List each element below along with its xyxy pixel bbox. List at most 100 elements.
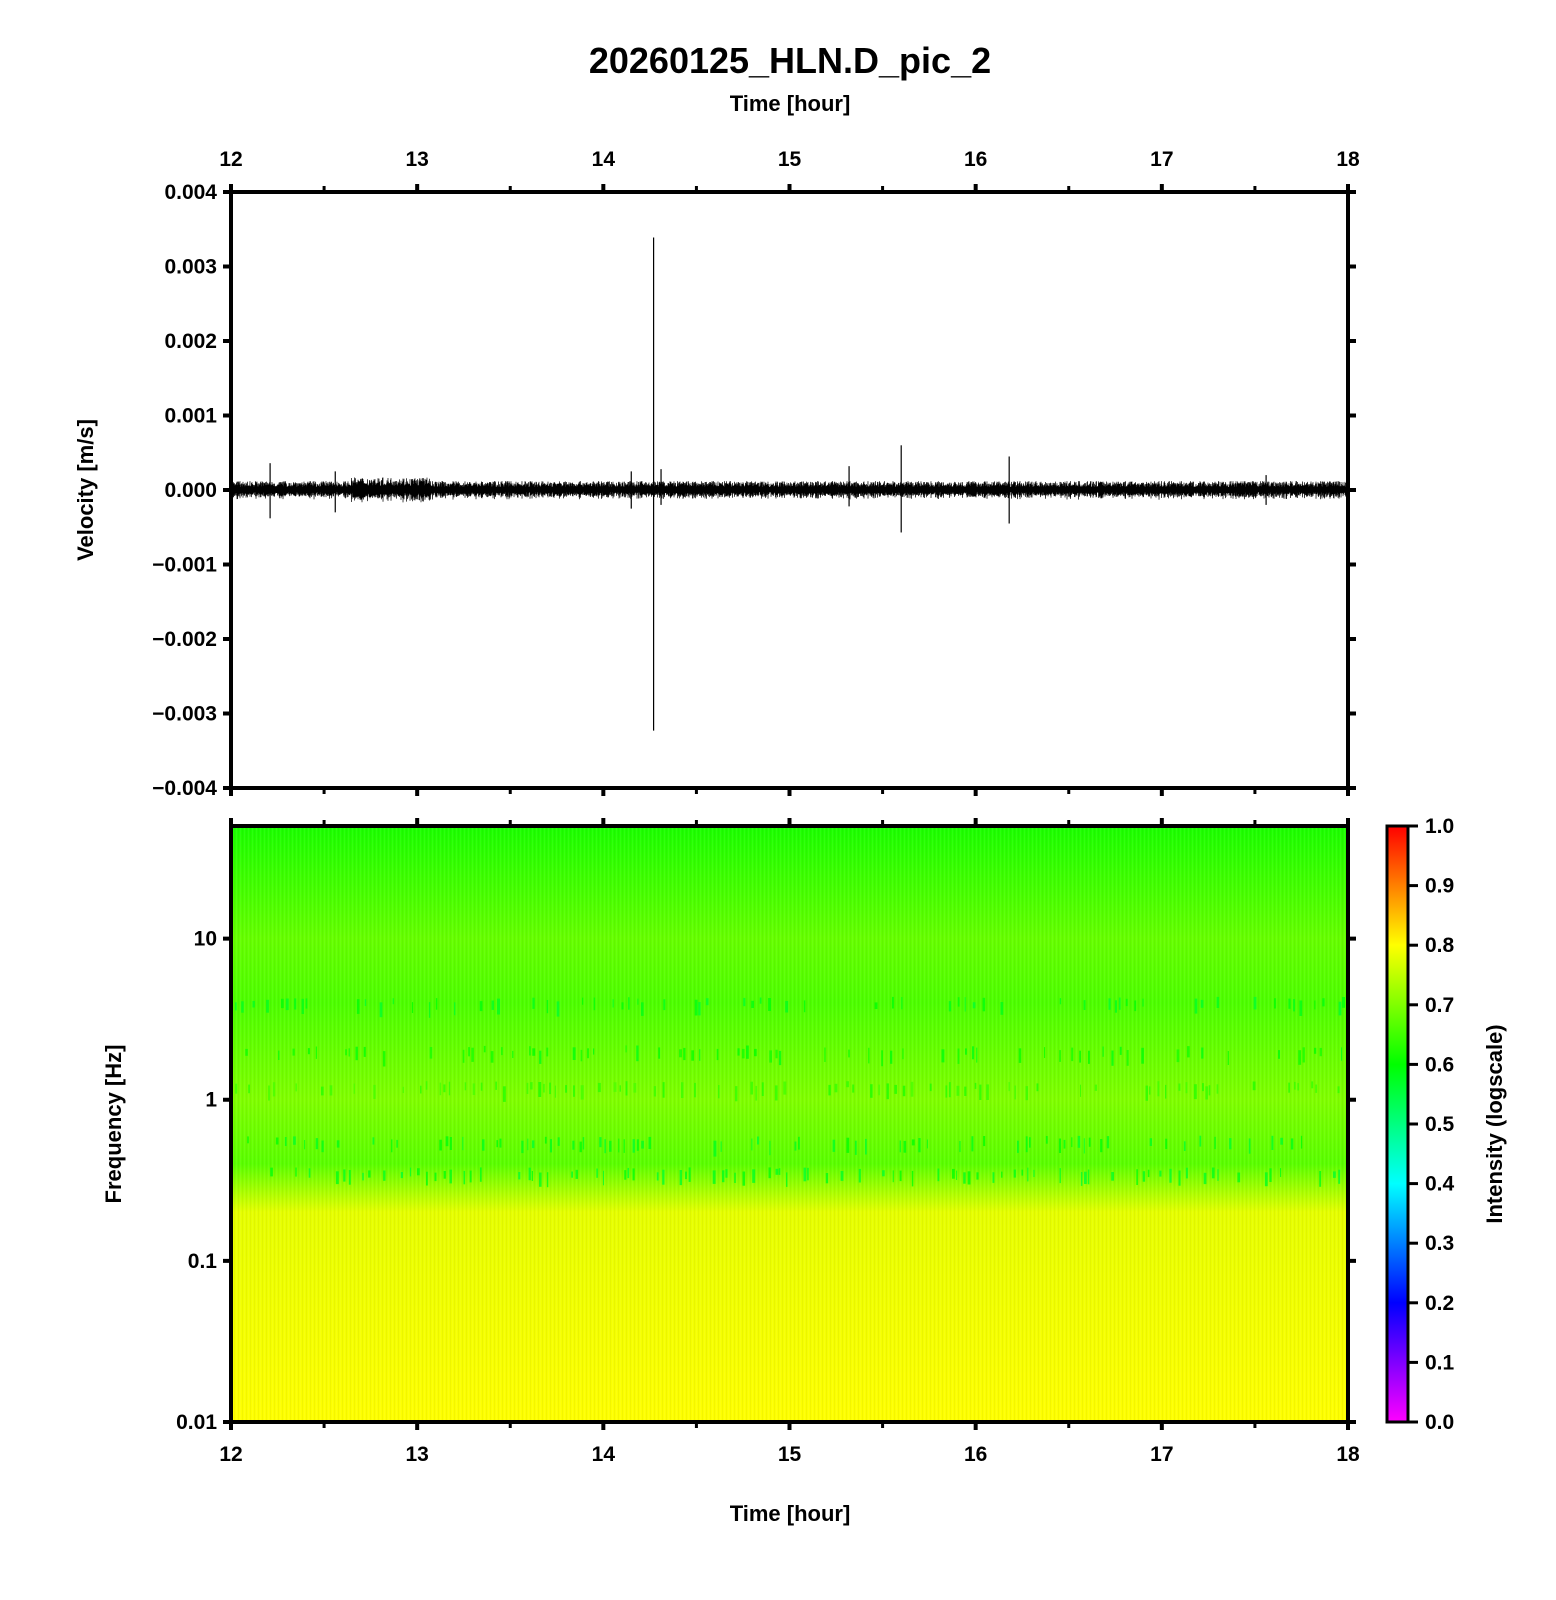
spectrogram-speckle (439, 1139, 442, 1151)
spectrogram-speckle (443, 1084, 446, 1093)
bottom-x-tick-label: 13 (405, 1443, 428, 1466)
spectrogram-speckle (624, 1170, 627, 1180)
spectrogram-speckle (464, 1082, 467, 1091)
spectrogram-speckle (496, 1140, 498, 1148)
spectrogram-speckle (501, 1047, 503, 1056)
spectrogram-speckle (899, 1140, 901, 1153)
spectrogram-speckle (982, 997, 986, 1012)
spectrogram-speckle (1080, 1084, 1081, 1097)
spectrogram-speckle (803, 1167, 807, 1182)
spectrogram-speckle (926, 1139, 928, 1149)
spectrogram-speckle (434, 1172, 437, 1182)
spectrogram-speckle (663, 999, 666, 1011)
top-x-tick-label: 12 (219, 148, 242, 171)
spectrogram-speckle (1280, 1137, 1283, 1145)
top-x-tick-label: 13 (405, 148, 428, 171)
spectrogram-speckle (426, 1171, 428, 1186)
spectrogram-speckle (1274, 998, 1276, 1009)
colorbar-tick-label: 1.0 (1425, 815, 1454, 838)
spectrogram-speckle (609, 1140, 612, 1152)
bottom-x-ticks: 12 13 14 15 16 17 18 (219, 818, 1360, 1466)
spectrogram-speckle (1216, 1084, 1219, 1094)
spectrogram-speckle (1208, 1085, 1211, 1096)
spectrogram-speckle (832, 1139, 836, 1152)
spectrogram-speckle (1294, 1081, 1296, 1090)
spectrogram-speckle (899, 1170, 902, 1182)
spectrogram-speckle (482, 1139, 485, 1151)
spectrogram-speckle (1001, 1171, 1003, 1178)
spectrogram-speckle (305, 998, 308, 1009)
spectrogram-speckle (865, 1138, 867, 1155)
spectrogram-speckle (425, 1081, 428, 1090)
spectrogram-speckle (345, 1049, 347, 1056)
velocity-y-tick-label: −0.004 (152, 777, 217, 800)
colorbar: 1.0 0.9 0.8 0.7 0.6 0.5 0.4 0.3 0.2 0.1 0.0 Intens… (1385, 815, 1507, 1434)
top-x-ticks: 12 13 14 15 16 17 18 (219, 148, 1360, 796)
spectrogram-speckle (596, 1168, 598, 1178)
spectrogram-speckle (1253, 996, 1257, 1010)
spectrogram-speckle (1045, 1136, 1048, 1144)
frequency-y-tick-label: 0.1 (188, 1250, 218, 1273)
spectrogram-speckle (1036, 1083, 1039, 1092)
spectrogram-speckle (963, 1172, 966, 1184)
spectrogram-speckle (834, 1083, 838, 1093)
spectrogram-speckle (448, 1081, 451, 1096)
spectrogram-speckle (870, 1084, 873, 1098)
spectrogram-speckle (396, 1139, 398, 1148)
spectrogram-speckle (1237, 1172, 1241, 1183)
spectrogram-speckle (1302, 1047, 1305, 1063)
spectrogram-speckle (901, 997, 903, 1010)
spectrogram-speckle (785, 1001, 789, 1013)
spectrogram-speckle (1029, 1137, 1031, 1148)
spectrogram-speckle (546, 1172, 549, 1188)
spectrogram-speckle (439, 1082, 442, 1096)
spectrogram-speckle (336, 1140, 340, 1148)
spectrogram-speckle (1300, 1135, 1303, 1149)
spectrogram-speckle (619, 1085, 621, 1092)
spectrogram-speckle (752, 1169, 756, 1183)
velocity-y-tick-label: 0.002 (164, 330, 217, 353)
spectrogram-speckle (653, 1086, 656, 1097)
spectrogram-speckle (1205, 1086, 1208, 1100)
spectrogram-speckle (348, 1170, 351, 1185)
spectrogram-speckle (417, 1168, 420, 1176)
colorbar-tick-label: 0.6 (1425, 1053, 1454, 1076)
colorbar-tick-label: 0.8 (1425, 934, 1455, 957)
colorbar-tick-label: 0.3 (1425, 1232, 1454, 1255)
spectrogram-speckle (742, 1171, 746, 1186)
spectrogram-speckle (428, 1002, 431, 1018)
spectrogram-speckle (769, 1140, 771, 1156)
spectrogram-speckle (694, 1082, 696, 1098)
spectrogram-speckle (786, 1172, 788, 1187)
spectrogram-speckle (1178, 1170, 1181, 1186)
spectrogram-speckle (637, 998, 639, 1005)
spectrogram-speckle (603, 1170, 604, 1186)
waveform-noise (230, 477, 1349, 503)
spectrogram-speckle (613, 1082, 617, 1092)
spectrogram-speckle (681, 1082, 684, 1098)
spectrogram-speckle (768, 998, 771, 1011)
spectrogram-speckle (321, 1086, 324, 1096)
spectrogram-speckle (971, 1136, 974, 1152)
spectrogram-speckle (734, 1172, 736, 1183)
colorbar-label: Intensity (logscale) (1482, 1024, 1507, 1223)
spectrogram-speckle (1333, 1171, 1336, 1178)
spectrogram-speckle (1114, 1000, 1117, 1013)
velocity-y-tick-label: −0.002 (152, 628, 217, 651)
spectrogram-speckle (725, 1169, 728, 1178)
spectrogram-speckle (803, 1000, 806, 1013)
spectrogram-speckle (575, 1169, 578, 1179)
spectrogram-speckle (356, 999, 360, 1014)
frequency-y-ticks: 10 1 0.1 0.01 (176, 928, 1356, 1434)
colorbar-tick-label: 0.2 (1425, 1292, 1454, 1315)
spectrogram-speckle (1165, 1084, 1167, 1099)
spectrogram-speckle (329, 1085, 333, 1096)
spectrogram-speckle (1149, 1086, 1151, 1095)
spectrogram-speckle (469, 1170, 472, 1183)
spectrogram-speckle (1314, 1047, 1317, 1054)
spectrogram-speckle (368, 1170, 371, 1178)
spectrogram-speckle (1227, 1051, 1229, 1065)
spectrogram-speckle (580, 1049, 583, 1062)
spectrogram-speckle (956, 1170, 958, 1180)
